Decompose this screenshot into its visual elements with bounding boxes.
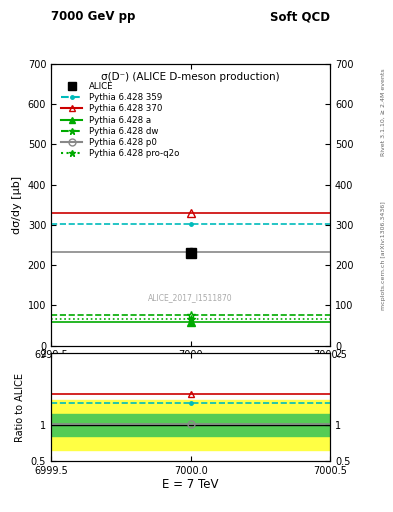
Y-axis label: Ratio to ALICE: Ratio to ALICE [15,373,25,441]
Legend: ALICE, Pythia 6.428 359, Pythia 6.428 370, Pythia 6.428 a, Pythia 6.428 dw, Pyth: ALICE, Pythia 6.428 359, Pythia 6.428 37… [58,79,182,161]
Text: mcplots.cern.ch [arXiv:1306.3436]: mcplots.cern.ch [arXiv:1306.3436] [381,202,386,310]
Text: σ(D⁻) (ALICE D-meson production): σ(D⁻) (ALICE D-meson production) [101,72,280,82]
Text: ALICE_2017_I1511870: ALICE_2017_I1511870 [148,293,233,302]
Bar [51,400,330,450]
Y-axis label: dσ/dy [μb]: dσ/dy [μb] [12,176,22,234]
Text: Rivet 3.1.10, ≥ 2.4M events: Rivet 3.1.10, ≥ 2.4M events [381,69,386,157]
Text: Soft QCD: Soft QCD [270,10,330,23]
Bar [51,414,330,436]
X-axis label: E = 7 TeV: E = 7 TeV [162,478,219,492]
Text: 7000 GeV pp: 7000 GeV pp [51,10,136,23]
